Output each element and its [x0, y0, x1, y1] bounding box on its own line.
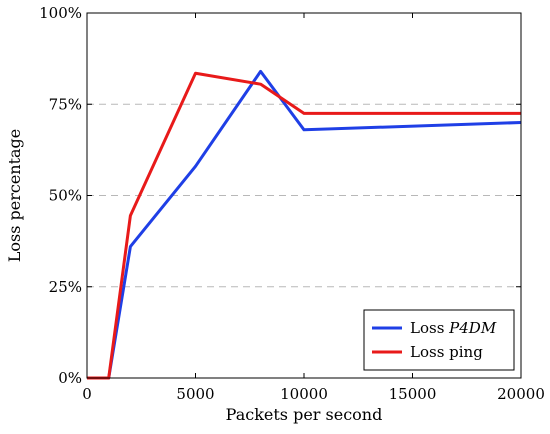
legend-box	[363, 309, 515, 371]
grid-lines	[87, 103, 521, 288]
x-tick-label: 20000	[497, 385, 545, 403]
legend-label: Loss P4DM	[410, 319, 497, 337]
x-tick-label: 10000	[280, 385, 328, 403]
y-tick-label: 0%	[58, 369, 82, 387]
legend-label: Loss ping	[410, 343, 483, 361]
y-tick-label: 25%	[49, 278, 82, 296]
y-tick-label: 75%	[49, 95, 82, 113]
x-tick-label: 0	[82, 385, 92, 403]
x-tick-label: 5000	[176, 385, 214, 403]
legend: Loss P4DM Loss ping	[363, 309, 515, 371]
x-tick-label: 15000	[389, 385, 437, 403]
y-tick-label: 100%	[39, 4, 82, 22]
x-axis-label: Packets per second	[226, 405, 383, 424]
y-tick-label: 50%	[49, 187, 82, 205]
axis-ticks: 0 5000 10000 15000 20000 0% 25% 50% 75% 100%	[39, 4, 545, 403]
y-axis-label: Loss percentage	[5, 129, 24, 263]
